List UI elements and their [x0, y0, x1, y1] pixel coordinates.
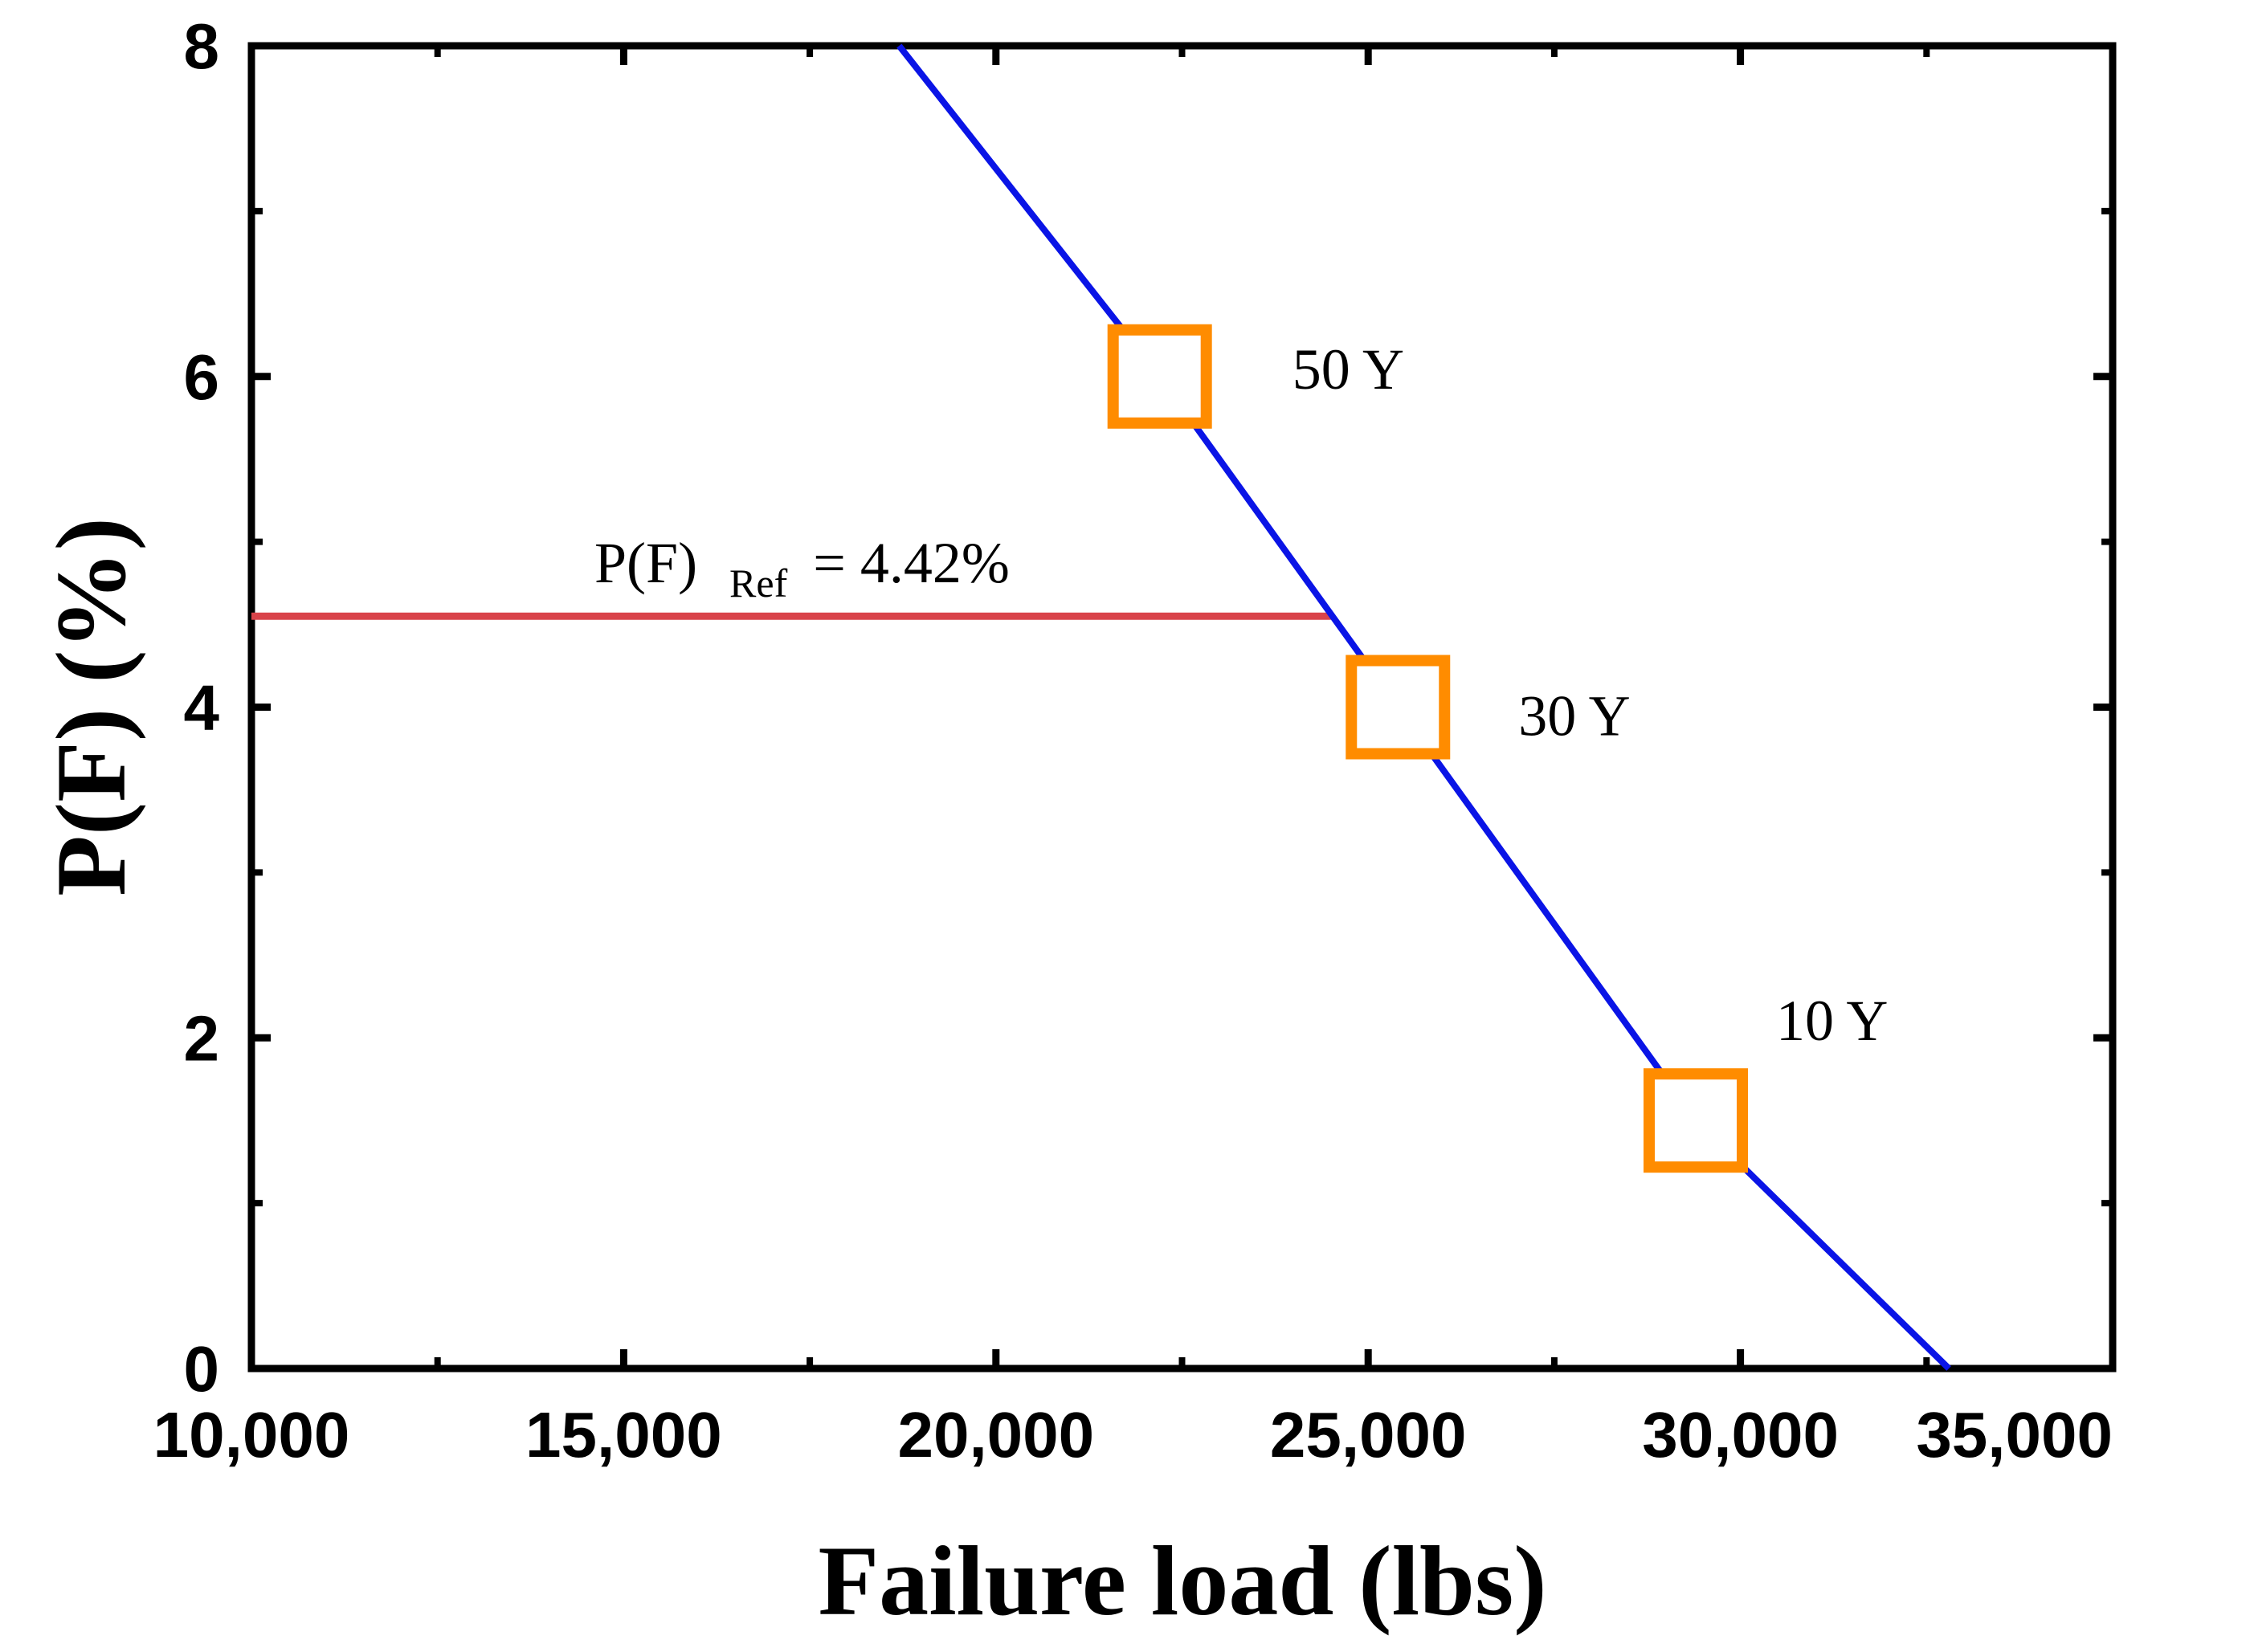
- x-tick-label: 35,000: [1916, 1399, 2113, 1470]
- reference-label-main: P(F): [594, 531, 697, 595]
- marker-label: 50 Y: [1292, 337, 1404, 402]
- x-tick-label: 25,000: [1270, 1399, 1467, 1470]
- x-tick-label: 20,000: [897, 1399, 1094, 1470]
- x-tick-label: 15,000: [525, 1399, 722, 1470]
- y-tick-label: 4: [184, 672, 220, 744]
- x-axis-ticks: 10,000 15,000 20,000 25,000 30,000 35,000: [153, 46, 2117, 1470]
- marker-label: 30 Y: [1518, 684, 1630, 748]
- reference-label-sub: Ref: [729, 561, 788, 606]
- x-tick-label: 10,000: [153, 1399, 350, 1470]
- data-marker: [1346, 655, 1451, 760]
- reference-line-label: P(F) Ref = 4.42%: [594, 531, 1010, 610]
- plot-area-frame: [247, 42, 2117, 1373]
- y-tick-label: 0: [184, 1333, 220, 1405]
- reference-label-value: = 4.42%: [813, 531, 1010, 595]
- y-axis-ticks: 0 2 4 6 8: [184, 10, 2113, 1405]
- marker-layer: 50 Y 30 Y 10 Y: [1107, 324, 1888, 1173]
- y-tick-label: 2: [184, 1002, 220, 1074]
- marker-label: 10 Y: [1776, 989, 1888, 1053]
- y-tick-label: 6: [184, 341, 220, 413]
- y-axis-title: P(F) (%): [36, 517, 146, 896]
- data-marker: [1643, 1068, 1748, 1173]
- x-axis-title: Failure load (lbs): [818, 1526, 1546, 1636]
- x-tick-label: 30,000: [1642, 1399, 1839, 1470]
- data-marker: [1107, 324, 1212, 429]
- y-tick-label: 8: [184, 10, 220, 82]
